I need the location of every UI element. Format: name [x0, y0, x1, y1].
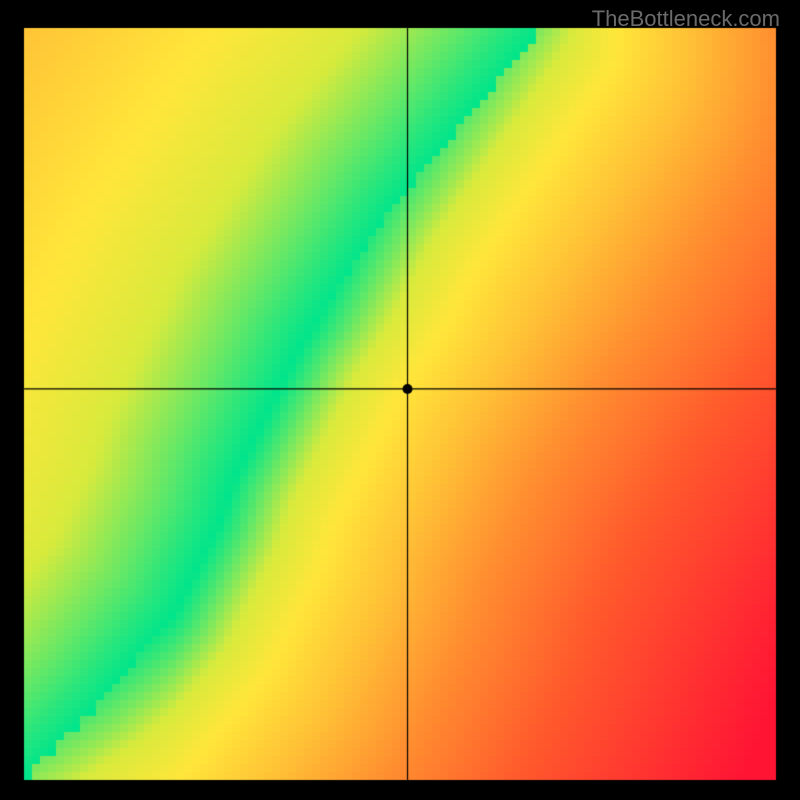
watermark-text: TheBottleneck.com	[592, 6, 780, 32]
crosshair-overlay	[0, 0, 800, 800]
chart-container: TheBottleneck.com	[0, 0, 800, 800]
